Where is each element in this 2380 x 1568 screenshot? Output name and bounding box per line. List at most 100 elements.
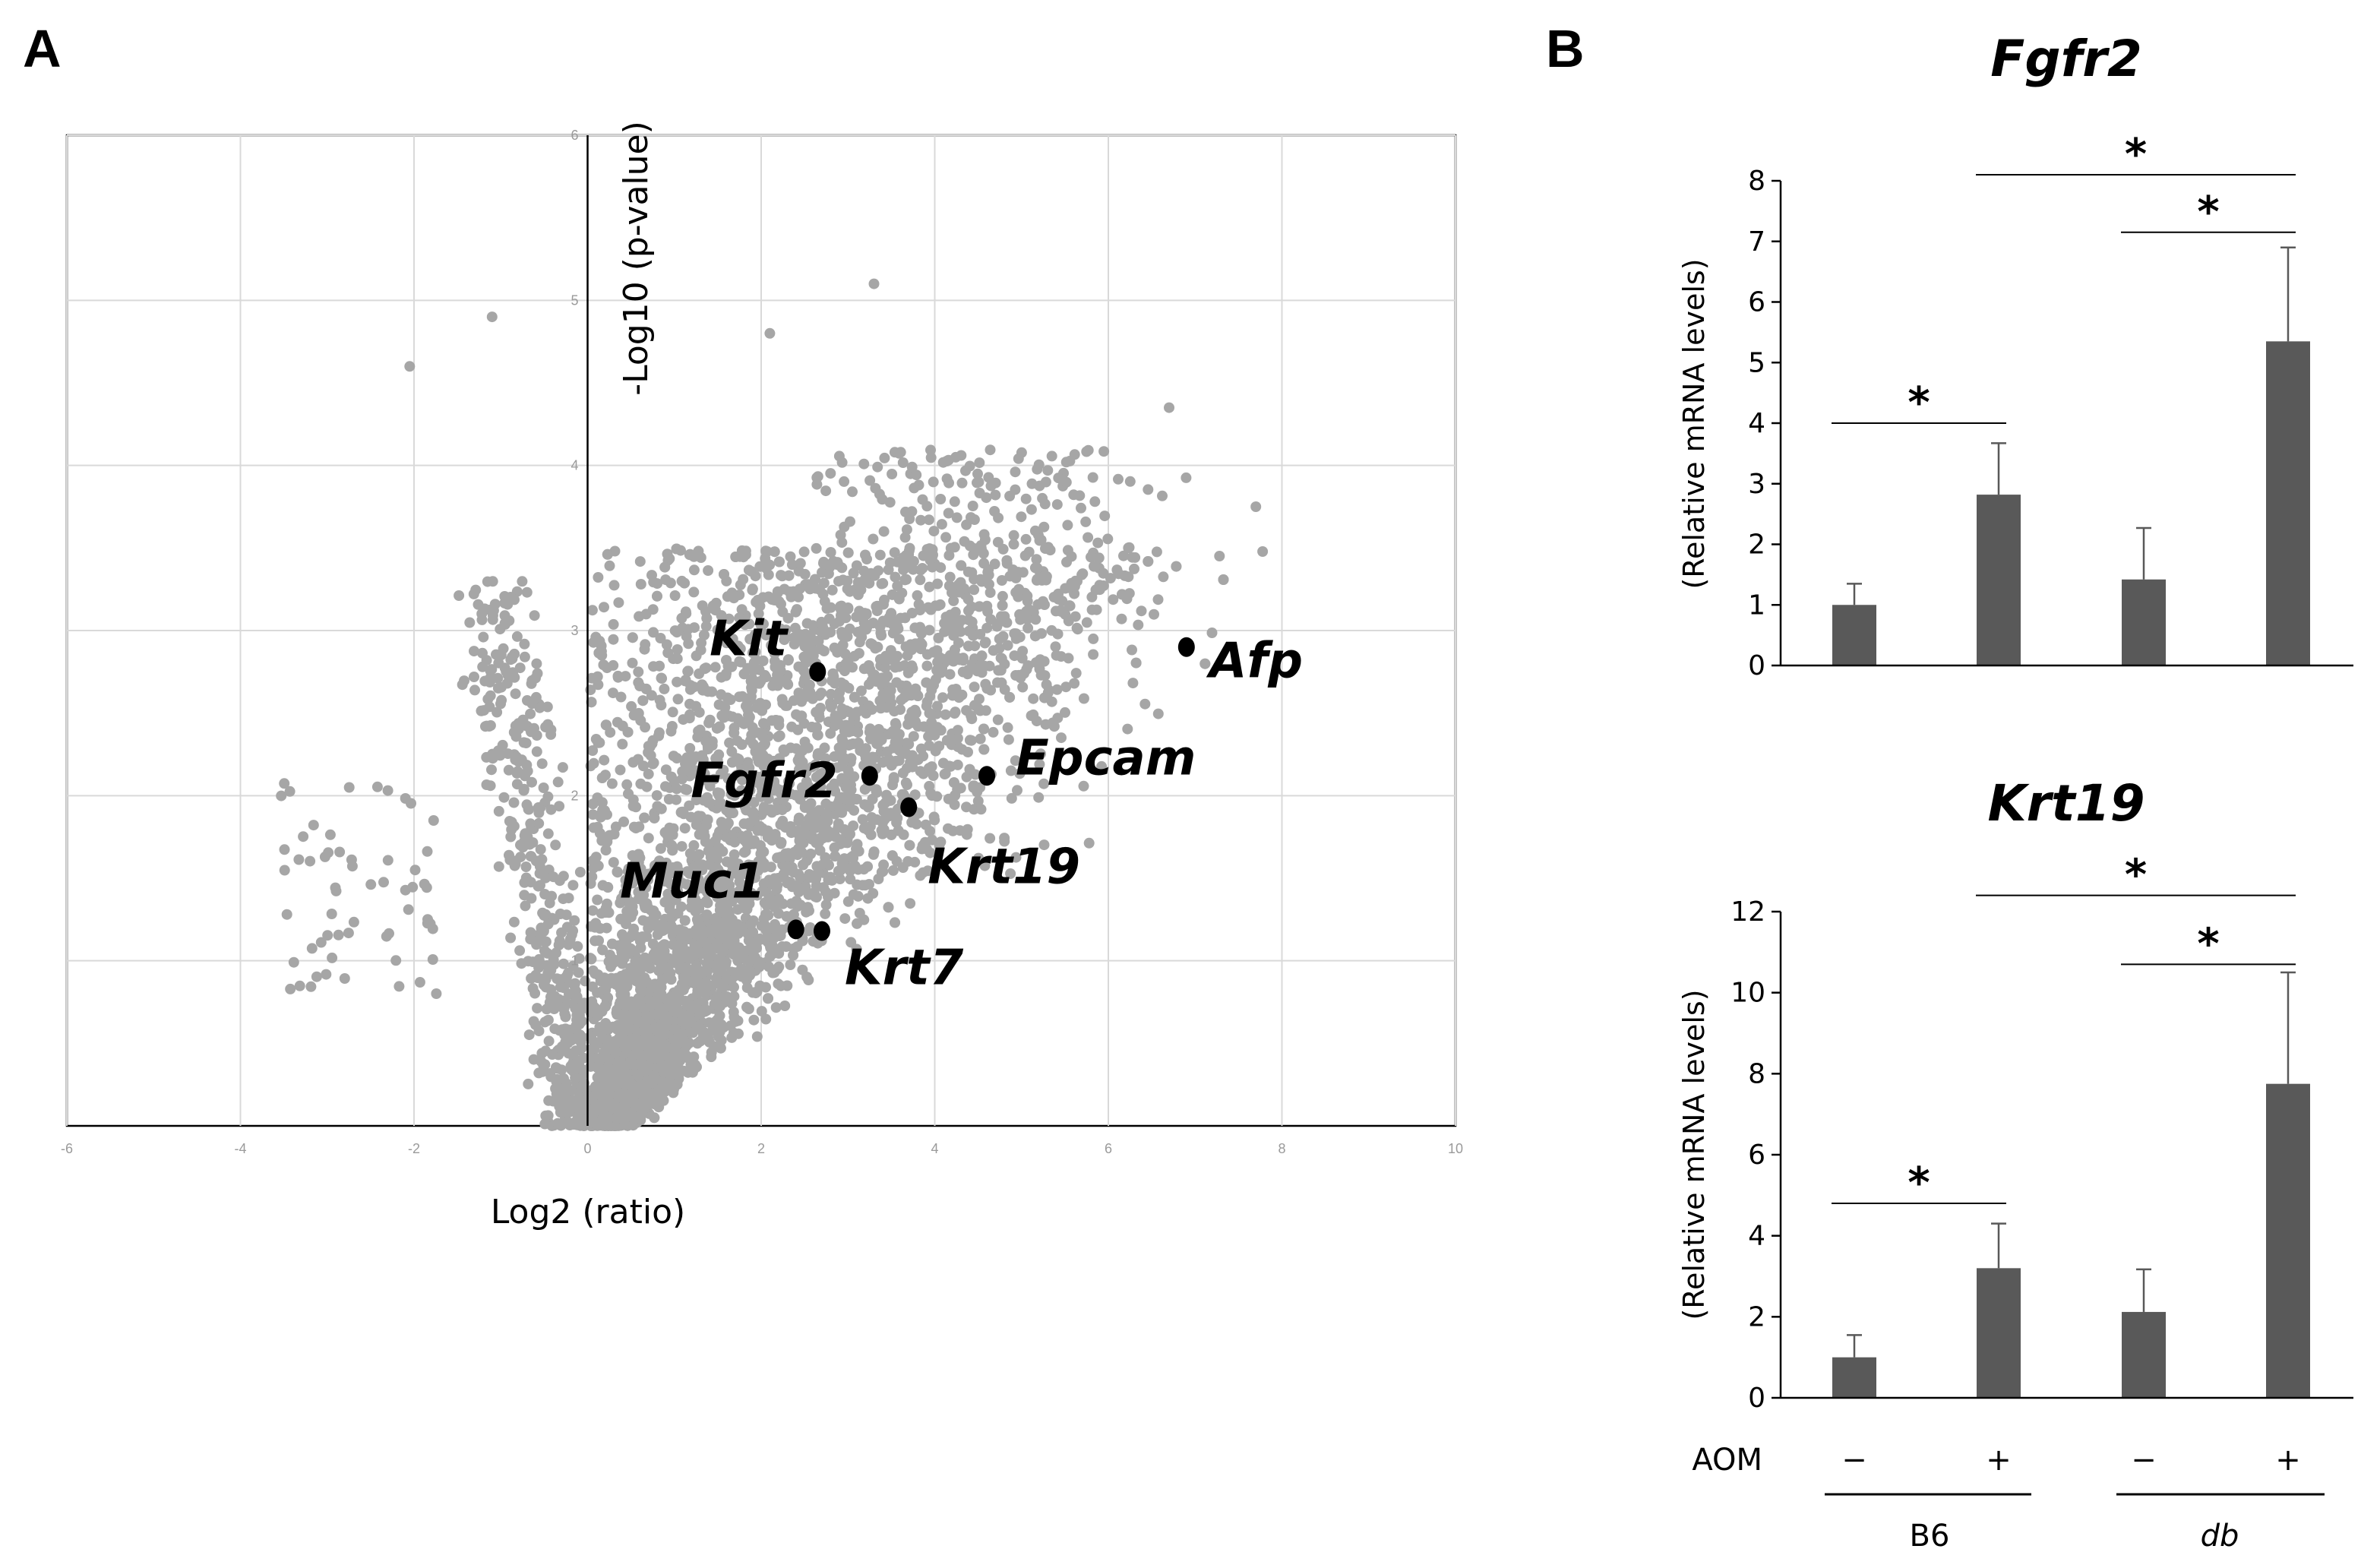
volcano-point [618,816,630,827]
volcano-point [669,590,681,601]
volcano-point [604,1054,615,1066]
volcano-point [774,673,785,684]
volcano-point [969,584,980,596]
volcano-point [727,939,738,950]
volcano-point [617,1026,628,1037]
volcano-point [747,673,758,684]
volcano-point [542,828,554,839]
volcano-point [1181,472,1192,483]
volcano-point [989,506,1000,517]
volcano-point [600,845,612,856]
volcano-point [961,829,972,840]
volcano-point [661,639,672,650]
volcano-point [861,554,872,564]
volcano-point [825,602,836,613]
volcano-point [804,871,816,881]
volcano-point [712,999,723,1010]
volcano-point [632,1035,643,1046]
volcano-point [788,950,799,961]
volcano-point [981,492,992,504]
volcano-point [963,605,975,616]
volcano-point [644,1036,656,1048]
volcano-point [505,932,517,944]
volcano-point [917,494,928,505]
volcano-point [876,825,887,836]
volcano-point [845,829,855,839]
volcano-point [818,558,829,569]
volcano-point [617,720,628,732]
volcano-point [677,766,688,777]
volcano-point [901,748,912,760]
volcano-point [980,678,991,690]
volcano-point [1061,556,1072,567]
volcano-point [592,671,603,682]
volcano-point [785,898,797,909]
volcano-point [952,759,963,770]
volcano-point [991,621,1003,632]
volcano-point [640,683,652,694]
volcano-point [904,542,915,554]
volcano-point [835,865,845,877]
volcano-point [634,935,646,947]
volcano-point [797,837,808,849]
volcano-point [783,570,795,581]
volcano-point [872,641,883,653]
volcano-point [631,1013,642,1023]
volcano-point [910,683,921,694]
volcano-point [647,758,659,770]
volcano-point [995,653,1007,664]
volcano-point [785,959,796,970]
volcano-point [866,812,877,823]
volcano-point [1038,521,1050,533]
volcano-point [889,547,900,558]
volcano-point [672,694,684,705]
volcano-point [634,821,645,833]
volcano-point [748,809,759,820]
volcano-point [637,695,649,707]
volcano-point [736,604,748,615]
volcano-point [614,1108,625,1119]
volcano-point [937,457,949,468]
volcano-point [1152,708,1164,719]
volcano-point [587,905,599,916]
volcano-point [857,704,868,716]
volcano-point [1143,484,1154,495]
volcano-point [728,1007,739,1018]
volcano-point [926,684,937,696]
volcano-point [844,623,855,634]
volcano-point [615,913,627,925]
volcano-point [1124,542,1135,553]
volcano-point [930,674,941,685]
volcano-point [713,699,725,710]
volcano-point [680,1049,691,1061]
volcano-point [1038,596,1048,607]
volcano-point [654,660,665,672]
volcano-point [820,485,832,497]
volcano-point [654,1001,665,1012]
volcano-point [915,574,926,586]
volcano-point [656,982,667,993]
volcano-point [940,532,952,543]
volcano-point [1036,628,1047,639]
volcano-point [597,944,608,956]
volcano-point [606,778,618,789]
volcano-point [953,637,964,649]
volcano-point [773,731,784,742]
volcano-point [601,719,612,731]
volcano-point [957,655,969,666]
volcano-point [975,804,987,815]
volcano-point [777,697,789,709]
volcano-point [902,650,913,661]
volcano-point [968,549,979,561]
volcano-point [983,569,994,580]
volcano-point [729,722,740,734]
volcano-point [989,558,1000,570]
volcano-point [815,703,826,713]
volcano-point [887,779,898,791]
volcano-point [1139,698,1151,710]
volcano-point [716,672,727,683]
volcano-point [766,640,777,651]
volcano-point [892,556,903,567]
volcano-point [769,546,780,558]
volcano-point [952,732,963,744]
